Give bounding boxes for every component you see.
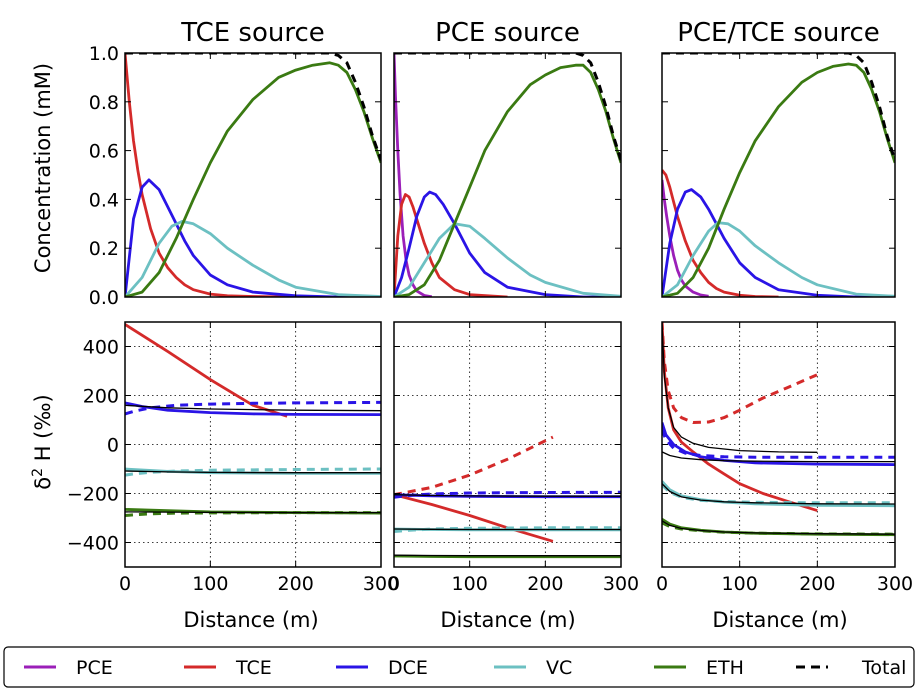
y-tick-label: 0.0 [89, 287, 119, 309]
series-tce-dashed-line [662, 322, 818, 424]
series-vc-dashed-line [394, 526, 621, 533]
series-group [662, 53, 895, 297]
series-dce-line [662, 188, 895, 297]
ylabel-isotope: δ2 H (‰) [30, 394, 55, 490]
x-tick-label: 0 [119, 573, 131, 595]
xlabel-col-3: Distance (m) [712, 608, 847, 632]
x-tick-label: 100 [192, 573, 228, 595]
series-total-line [662, 483, 895, 505]
y-tick-label: 0.8 [89, 92, 119, 114]
series-group [394, 435, 621, 559]
y-tick-label: 400 [83, 337, 119, 359]
plot-frame [661, 52, 896, 298]
panel-bottom-1: 0 100 200 300 −400 −200 0 200 400 [67, 321, 399, 595]
series-tce-dashed-line [394, 435, 554, 497]
series-total-dashed-line [662, 53, 895, 161]
series-vc-line [125, 220, 381, 297]
y-tick-label: 0.6 [89, 141, 119, 163]
series-eth-line [125, 61, 381, 297]
series-total-line [125, 404, 381, 412]
x-tick-label: 100 [452, 573, 488, 595]
series-total-line [125, 470, 381, 474]
legend-frame [3, 646, 915, 688]
series-eth-line [394, 63, 621, 297]
y-tick-label: 1.0 [89, 43, 119, 65]
series-eth-line [662, 62, 895, 297]
series-eth-line [394, 554, 621, 559]
plot-frame [393, 52, 622, 298]
series-total-line [394, 528, 621, 531]
series-total-line [662, 520, 895, 535]
panel-title: TCE source [180, 18, 325, 48]
series-total-line [662, 322, 818, 453]
series-group [125, 53, 381, 297]
series-vc-line [662, 221, 895, 297]
series-tce-line [125, 323, 288, 418]
plot-frame [124, 52, 382, 298]
ylabel-concentration: Concentration (mM) [31, 63, 55, 273]
series-dce-line [394, 190, 621, 297]
legend-label-dce: DCE [388, 657, 428, 679]
panel-title: PCE source [435, 18, 580, 48]
x-tick-label: 200 [799, 573, 835, 595]
legend-label-pce: PCE [76, 657, 113, 679]
legend-label-total: Total [861, 657, 906, 679]
x-tick-label: 300 [877, 573, 913, 595]
series-tce-line [662, 169, 779, 297]
series-group [394, 53, 621, 297]
series-total-dashed-line [125, 53, 381, 161]
series-total-line [394, 554, 621, 557]
legend-label-tce: TCE [235, 657, 272, 679]
x-tick-label: 200 [527, 573, 563, 595]
xlabel-col-1: Distance (m) [183, 608, 318, 632]
series-tce-line [394, 493, 554, 543]
x-tick-label: 0 [388, 573, 400, 595]
series-dce-dashed-line [394, 490, 621, 499]
series-total-line [394, 494, 621, 497]
series-dce-line [662, 422, 895, 466]
series-total-line [662, 451, 895, 463]
legend: PCE TCE DCE VC ETH Total [3, 646, 915, 688]
panel-bottom-2: 0 100 200 300 [388, 321, 639, 595]
y-tick-label: −200 [67, 484, 119, 506]
plot-frame [124, 321, 382, 568]
panel-top-2: PCE source [393, 18, 622, 298]
series-total-line [125, 511, 381, 514]
series-vc-line [394, 222, 621, 297]
series-vc-dashed-line [125, 467, 381, 477]
y-tick-label: 0.4 [89, 189, 119, 211]
y-tick-label: 0.2 [89, 238, 119, 260]
x-tick-label: 300 [603, 573, 639, 595]
y-tick-label: 200 [83, 386, 119, 408]
series-dce-dashed-line [662, 429, 895, 459]
y-tick-label: 0 [107, 435, 119, 457]
series-total-dashed-line [394, 53, 621, 161]
x-tick-label: 200 [278, 573, 314, 595]
panel-top-3: PCE/TCE source [661, 18, 896, 298]
legend-label-vc: VC [546, 657, 572, 679]
panels: 0.0 0.2 0.4 0.6 0.8 1.0 TCE source PCE source PC… [67, 18, 913, 595]
x-tick-label: 300 [363, 573, 399, 595]
panel-bottom-3: 0 100 200 300 [656, 321, 913, 595]
panel-title: PCE/TCE source [677, 18, 880, 48]
series-dce-line [125, 178, 381, 297]
xlabel-col-2: Distance (m) [440, 608, 575, 632]
series-pce-line [662, 179, 709, 297]
series-tce-line [125, 53, 381, 297]
series-group [662, 322, 895, 537]
x-tick-label: 0 [656, 573, 668, 595]
legend-label-eth: ETH [706, 657, 744, 679]
panel-top-1: 0.0 0.2 0.4 0.6 0.8 1.0 TCE source [89, 18, 382, 309]
series-group [125, 323, 381, 517]
y-tick-label: −400 [67, 533, 119, 555]
x-tick-label: 100 [722, 573, 758, 595]
